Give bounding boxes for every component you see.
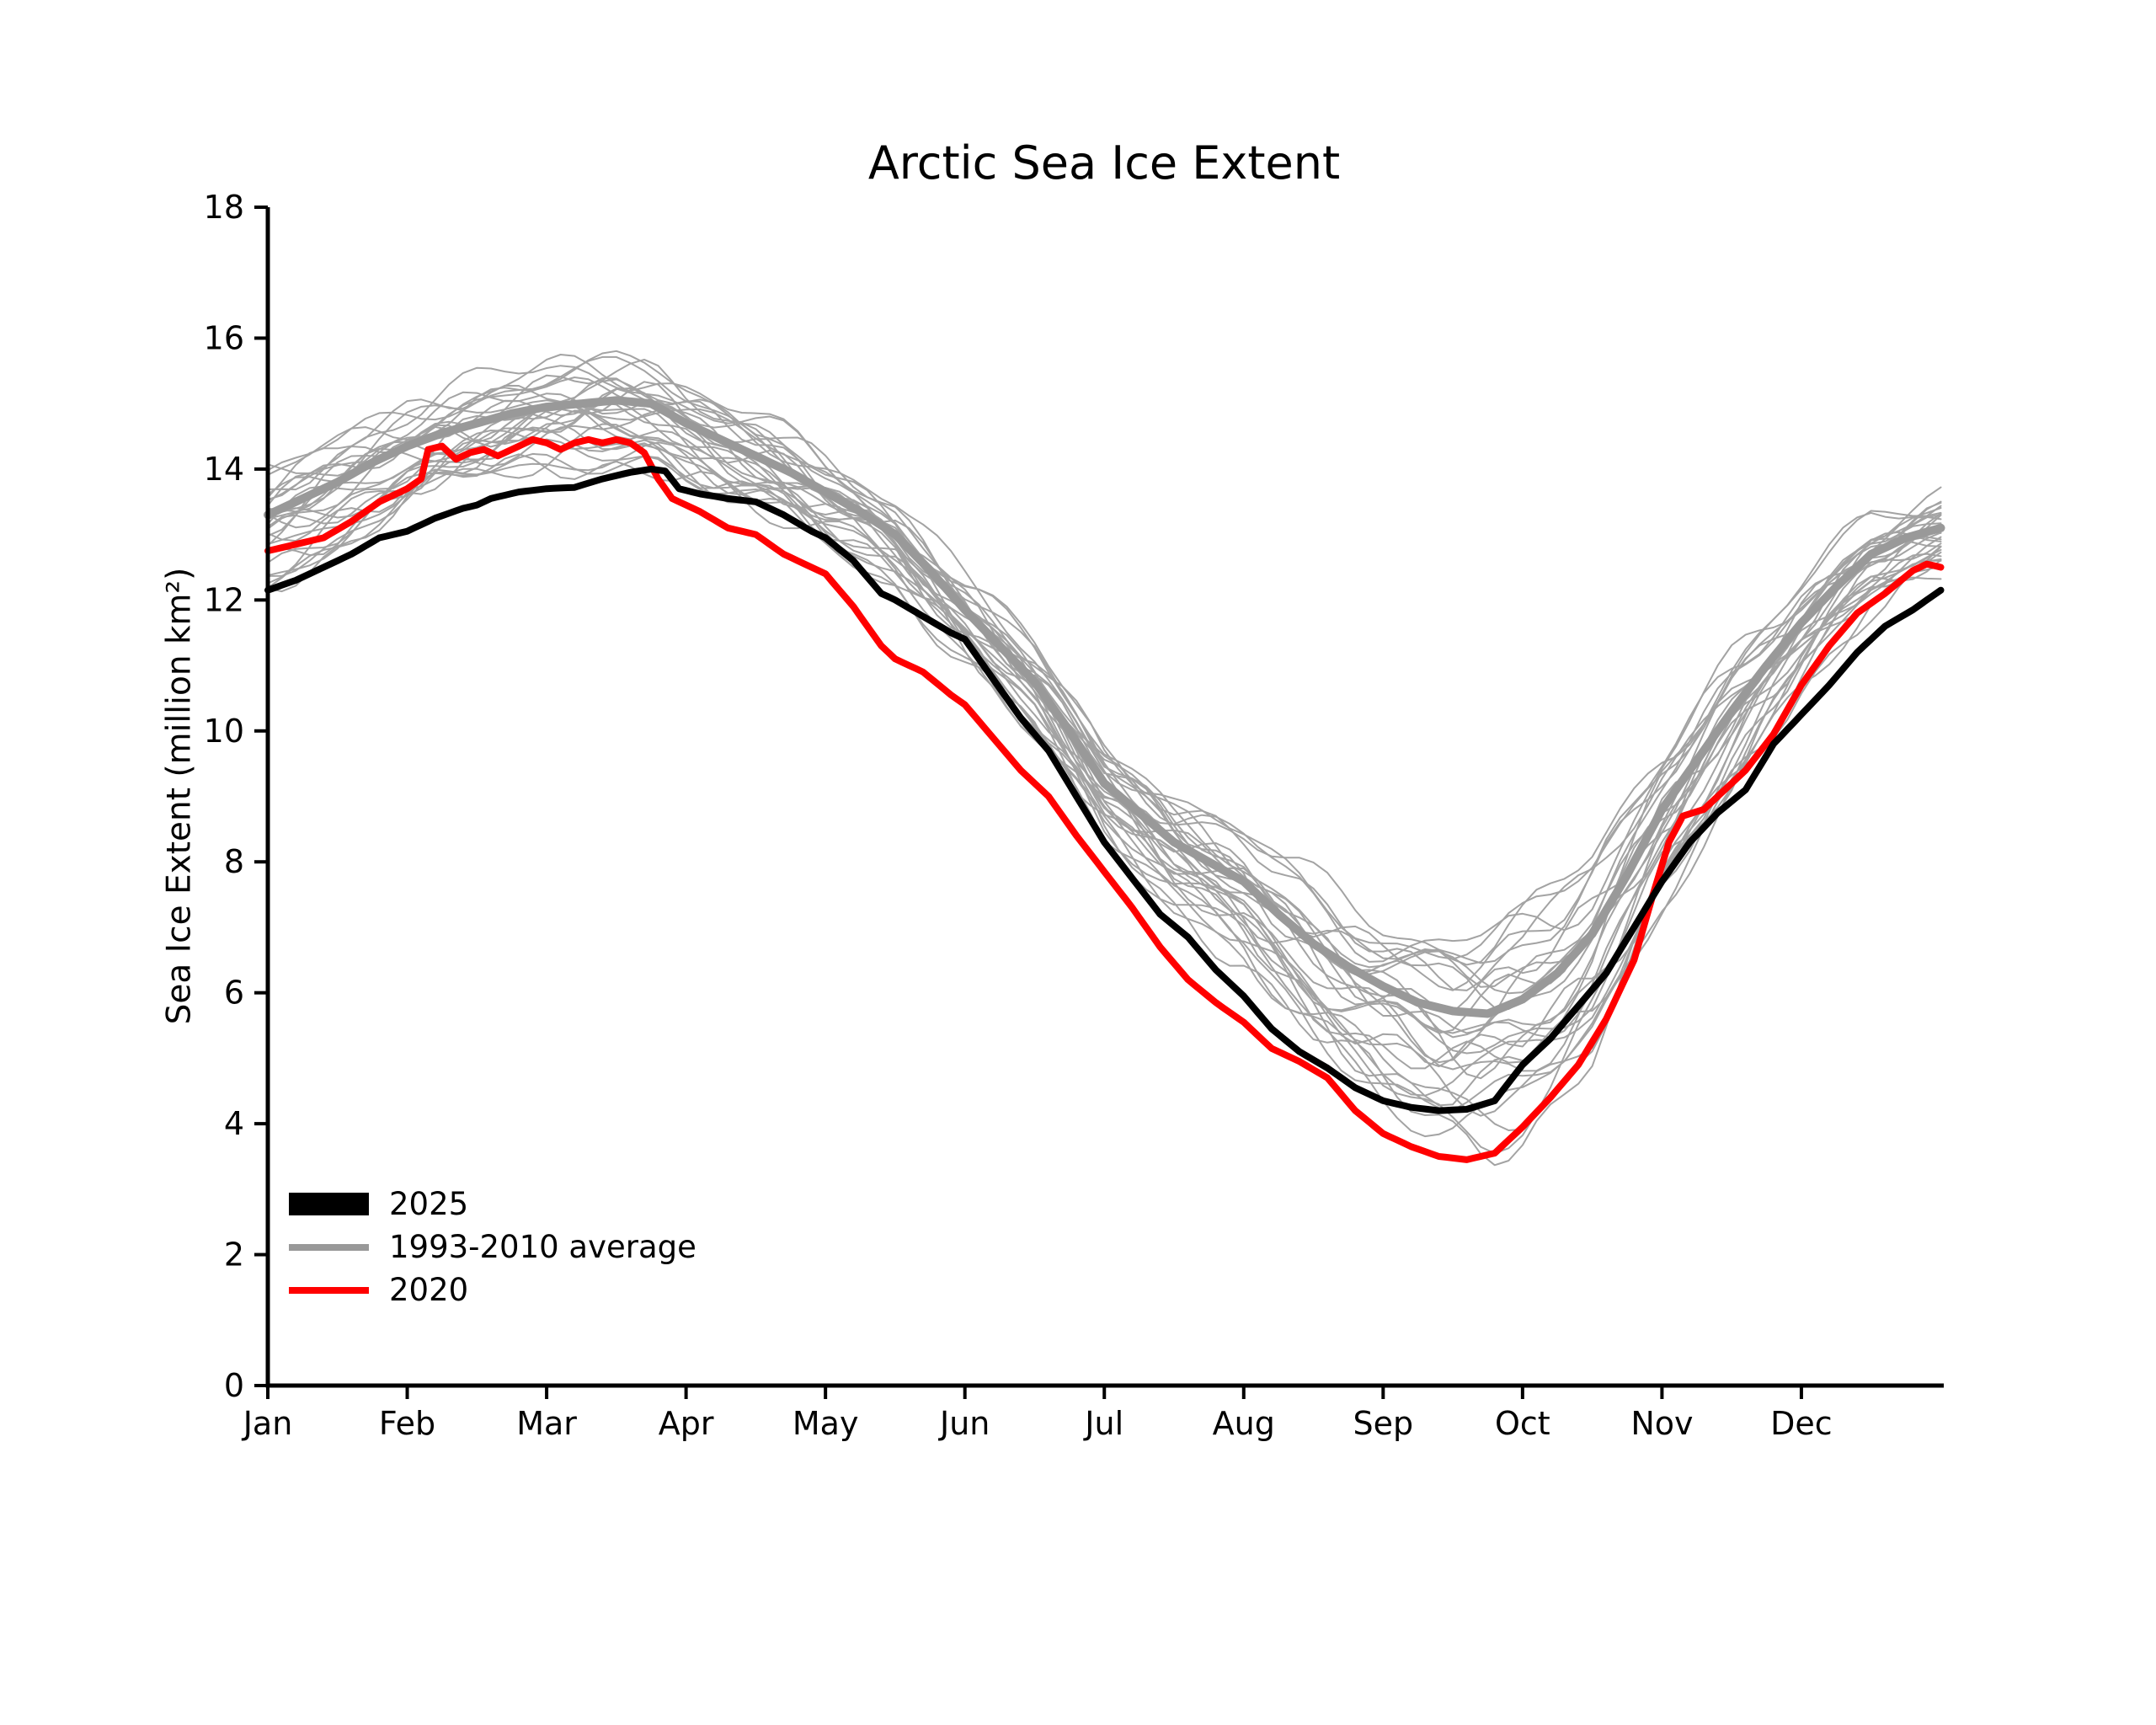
ensemble-year-line — [267, 387, 1942, 1013]
x-tick-label-feb: Feb — [379, 1405, 435, 1442]
x-tick-label-jul: Jul — [1083, 1405, 1123, 1442]
y-tick-label-8: 8 — [224, 843, 244, 880]
y-tick-label-18: 18 — [204, 189, 244, 226]
y-tick-label-6: 6 — [224, 975, 244, 1012]
ensemble-year-line — [267, 453, 1942, 1167]
x-tick-label-oct: Oct — [1495, 1405, 1550, 1442]
ensemble-year-line — [267, 402, 1942, 1055]
ensemble-year-line — [267, 381, 1942, 1034]
y-tick-label-16: 16 — [204, 319, 244, 356]
legend-swatch-average — [289, 1243, 369, 1251]
x-tick-label-aug: Aug — [1213, 1405, 1275, 1442]
x-tick-label-mar: Mar — [516, 1405, 577, 1442]
chart-title: Arctic Sea Ice Extent — [867, 136, 1341, 190]
ensemble-year-line — [267, 399, 1942, 1039]
x-tick-label-nov: Nov — [1630, 1405, 1693, 1442]
ensemble-year-line — [267, 350, 1942, 960]
ensemble-year-line — [267, 365, 1942, 966]
ensemble-year-line — [267, 377, 1942, 1034]
y-tick-label-2: 2 — [224, 1236, 244, 1274]
ensemble-year-line — [267, 402, 1942, 1068]
x-tick-label-sep: Sep — [1353, 1405, 1414, 1442]
legend: 2025 1993-2010 average 2020 — [289, 1183, 696, 1311]
ensemble-lines — [267, 350, 1942, 1167]
x-tick-label-jan: Jan — [242, 1405, 293, 1442]
ensemble-year-line — [267, 378, 1942, 991]
ensemble-year-line — [267, 354, 1942, 963]
x-tick-label-may: May — [792, 1405, 859, 1442]
x-tick-label-dec: Dec — [1770, 1405, 1833, 1442]
x-tick-label-jun: Jun — [938, 1405, 990, 1442]
legend-row-2025: 2025 — [289, 1183, 696, 1226]
legend-label-average: 1993-2010 average — [389, 1229, 696, 1265]
footer: MERCATOR OCEAN INTERNATIONAL Copernicus … — [0, 1516, 2156, 1725]
legend-swatch-2020 — [289, 1286, 369, 1294]
ensemble-year-line — [267, 358, 1942, 991]
series-line-1993-2010-average — [264, 396, 1945, 1018]
legend-row-average: 1993-2010 average — [289, 1226, 696, 1268]
axes: 0 2 4 6 8 10 12 14 16 18 Jan Feb Mar Apr May Jun Jul Aug S… — [204, 189, 1944, 1442]
ensemble-year-line — [267, 452, 1942, 1155]
legend-label-2020: 2020 — [389, 1272, 469, 1308]
ensemble-year-line — [267, 399, 1942, 995]
legend-row-2020: 2020 — [289, 1268, 696, 1311]
y-tick-label-10: 10 — [204, 713, 244, 750]
legend-label-2025: 2025 — [389, 1186, 469, 1222]
series-line-2020 — [264, 435, 1945, 1163]
y-tick-label-14: 14 — [204, 451, 244, 488]
y-tick-label-12: 12 — [204, 581, 244, 618]
ensemble-year-line — [267, 391, 1942, 1010]
y-tick-label-0: 0 — [224, 1367, 244, 1404]
y-tick-label-4: 4 — [224, 1105, 244, 1142]
main-series — [264, 396, 1945, 1163]
sea-ice-extent-chart: 0 2 4 6 8 10 12 14 16 18 Jan Feb Mar Apr May Jun Jul Aug S… — [204, 189, 1945, 1442]
ensemble-year-line — [267, 438, 1942, 1112]
ensemble-year-line — [267, 377, 1942, 988]
series-line-2025 — [264, 465, 1945, 1114]
y-axis-label: Sea Ice Extent (million km²) — [160, 567, 199, 1025]
x-tick-label-apr: Apr — [659, 1405, 714, 1442]
legend-swatch-2025 — [289, 1193, 369, 1215]
